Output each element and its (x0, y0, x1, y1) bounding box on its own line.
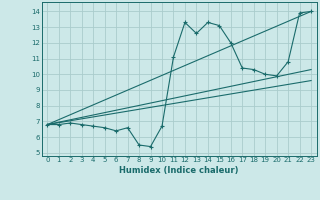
X-axis label: Humidex (Indice chaleur): Humidex (Indice chaleur) (119, 166, 239, 175)
